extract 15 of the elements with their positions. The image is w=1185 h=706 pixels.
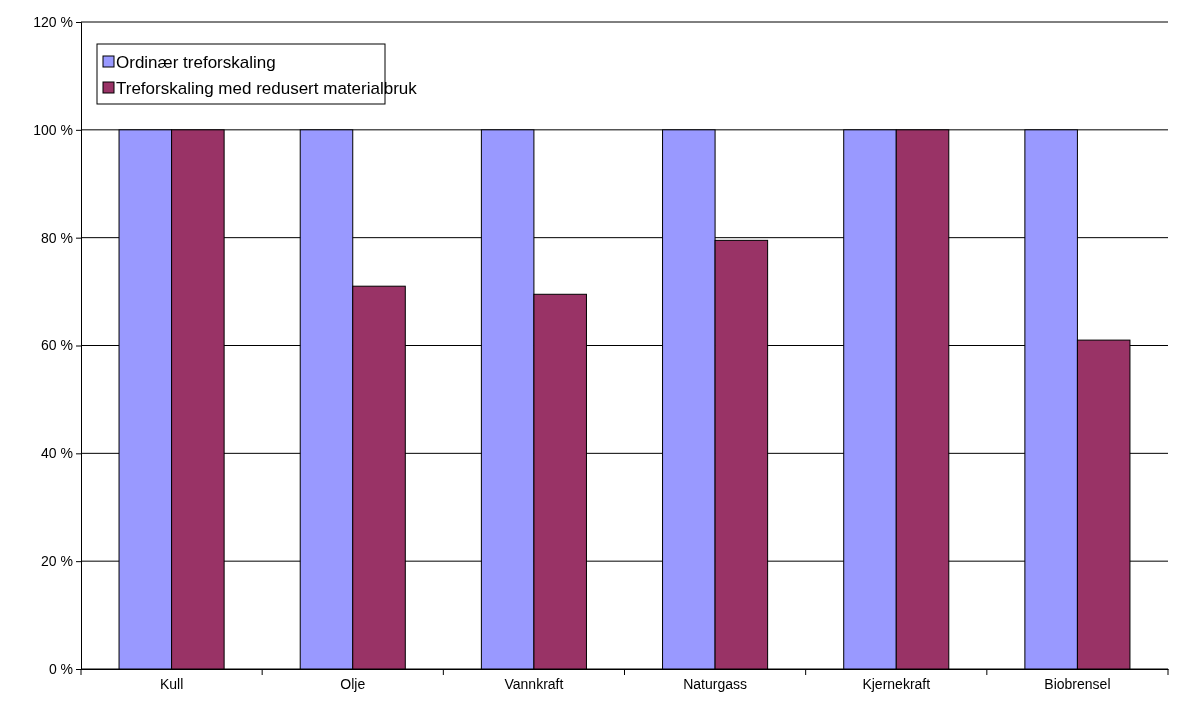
x-tick-label: Naturgass [683, 675, 747, 692]
y-tick-label: 20 % [41, 553, 73, 570]
x-tick-label: Kjernekraft [862, 675, 931, 692]
legend-label: Treforskaling med redusert materialbruk [116, 78, 418, 98]
x-tick-label: Kull [159, 675, 184, 692]
legend-label: Ordinær treforskaling [116, 52, 276, 72]
y-tick-label: 120 % [33, 13, 73, 30]
y-tick-label: 80 % [41, 229, 73, 246]
x-tick-label: Vannkraft [504, 675, 564, 692]
y-tick-label: 0 % [48, 660, 73, 677]
y-tick-label: 40 % [41, 445, 73, 462]
y-tick-label: 60 % [41, 337, 73, 354]
x-tick-label: Biobrensel [1044, 675, 1111, 692]
x-tick-label: Olje [340, 675, 366, 692]
y-tick-label: 100 % [33, 121, 73, 138]
